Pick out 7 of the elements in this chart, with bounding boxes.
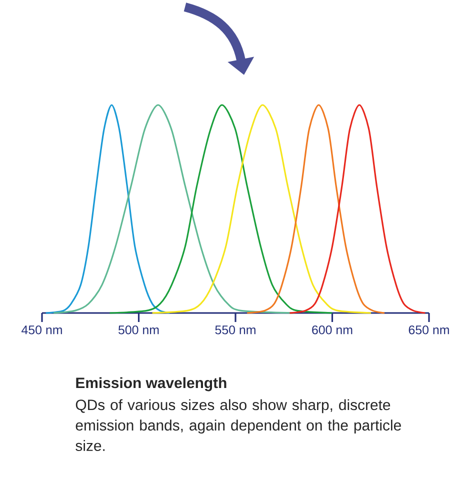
x-tick-label: 450 nm	[21, 325, 62, 334]
x-tick-label: 650 nm	[408, 325, 449, 334]
x-tick-label: 500 nm	[118, 325, 159, 334]
x-tick-label: 550 nm	[215, 325, 256, 334]
x-tick-label: 600 nm	[312, 325, 352, 334]
text: Emission wavelength	[76, 377, 226, 392]
text: QDs of various sizes also show sharp, discrete emission bands, again dependent on the particle size.	[76, 399, 401, 452]
